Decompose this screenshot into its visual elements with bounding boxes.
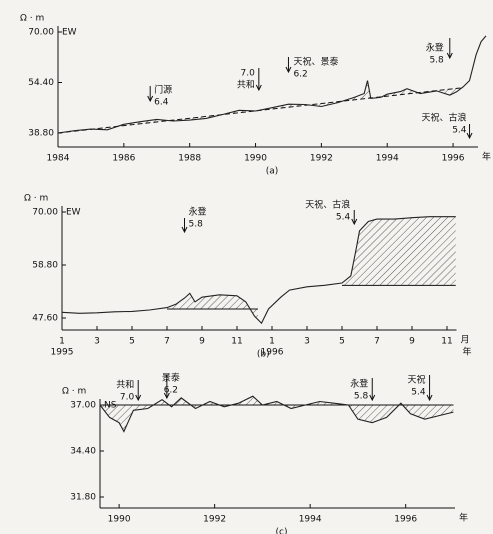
x-tick-label: 1994 [376,154,399,164]
y-tick-label: 37.00 [70,401,96,411]
arrow-head [285,66,292,74]
arrow-head [135,394,142,402]
y-unit: Ω · m [20,14,44,24]
x-tick-label: 5 [129,337,135,347]
x-tick-label: 1984 [47,154,70,164]
component-label: EW [62,28,77,38]
x-unit: 年 [459,512,468,524]
caption: (a) [266,167,279,177]
event-label: 天祝 [408,374,426,386]
event-label: 共和 [116,380,134,391]
year-label: 1995 [51,348,74,358]
arrow-head [163,392,170,400]
y-tick-label: 70.00 [32,208,58,218]
event-label: 5.8 [354,392,369,402]
x-tick-label: 9 [409,337,415,347]
x-tick-label: 5 [339,337,345,347]
x-tick-label: 7 [374,337,380,347]
y-tick-label: 47.60 [32,314,58,324]
arrow-head [446,52,453,60]
x-tick-label: 3 [94,337,100,347]
data-line [57,35,487,134]
event-label: 共和 [237,80,255,91]
x-tick-label: 1 [59,337,65,347]
x-tick-label: 1992 [203,515,226,525]
y-tick-label: 38.80 [28,129,54,139]
event-label: 7.0 [241,69,256,79]
x-tick-label: 1 [269,337,275,347]
year-label: 1996 [261,348,284,358]
y-tick-label: 54.40 [28,78,54,88]
data-line [61,216,456,325]
caption: (c) [276,528,288,534]
y-unit: Ω · m [62,387,86,397]
event-label: 天祝、古浪 [305,199,350,211]
arrow-head [351,218,358,226]
caption: (b) [257,350,270,360]
x-tick-label: 1996 [394,515,417,525]
x-tick-label: 11 [231,337,242,347]
event-label: 7.0 [120,393,135,403]
x-unit: 月 [461,335,470,346]
event-label: 6.2 [293,70,307,80]
x-tick-label: 1990 [108,515,131,525]
arrow-head [181,226,188,234]
arrow-head [369,394,376,402]
event-label: 6.4 [154,98,169,108]
event-label: 永登 [426,42,444,54]
event-label: 门源 [154,84,172,96]
y-tick-label: 34.40 [70,447,96,457]
data-line [99,395,454,433]
hatched-area [167,293,258,320]
x-tick-label: 7 [164,337,170,347]
x-tick-label: 3 [304,337,310,347]
x-unit: 年 [482,151,491,163]
event-label: 5.4 [336,213,351,223]
arrow-head [466,132,473,140]
hatched-area [342,216,456,286]
event-label: 5.4 [411,388,426,398]
event-label: 天祝、古浪 [422,112,467,124]
x-tick-label: 9 [199,337,205,347]
arrow-head [147,95,154,103]
y-tick-label: 70.00 [28,28,54,38]
event-label: 5.8 [429,56,444,66]
component-label: EW [66,208,81,218]
y-unit: Ω · m [24,194,48,204]
x-tick-label: 1992 [310,154,333,164]
arrow-head [255,84,262,92]
y-tick-label: 58.80 [32,261,58,271]
y-tick-label: 31.80 [70,493,96,503]
event-label: 5.4 [452,126,467,136]
x-unit-2: 年 [463,346,472,358]
event-label: 5.8 [189,220,204,230]
arrow-head [426,394,433,402]
hatched-area [58,80,463,133]
event-label: 6.2 [164,386,178,396]
event-label: 永登 [189,206,207,218]
x-tick-label: 11 [441,337,452,347]
x-tick-label: 1986 [112,154,135,164]
event-label: 天祝、景泰 [293,56,338,68]
x-tick-label: 1996 [442,154,465,164]
x-tick-label: 1988 [178,154,201,164]
x-tick-label: 1994 [299,515,322,525]
event-label: 永登 [350,378,368,390]
event-label: 景泰 [162,372,180,384]
x-tick-label: 1990 [244,154,267,164]
